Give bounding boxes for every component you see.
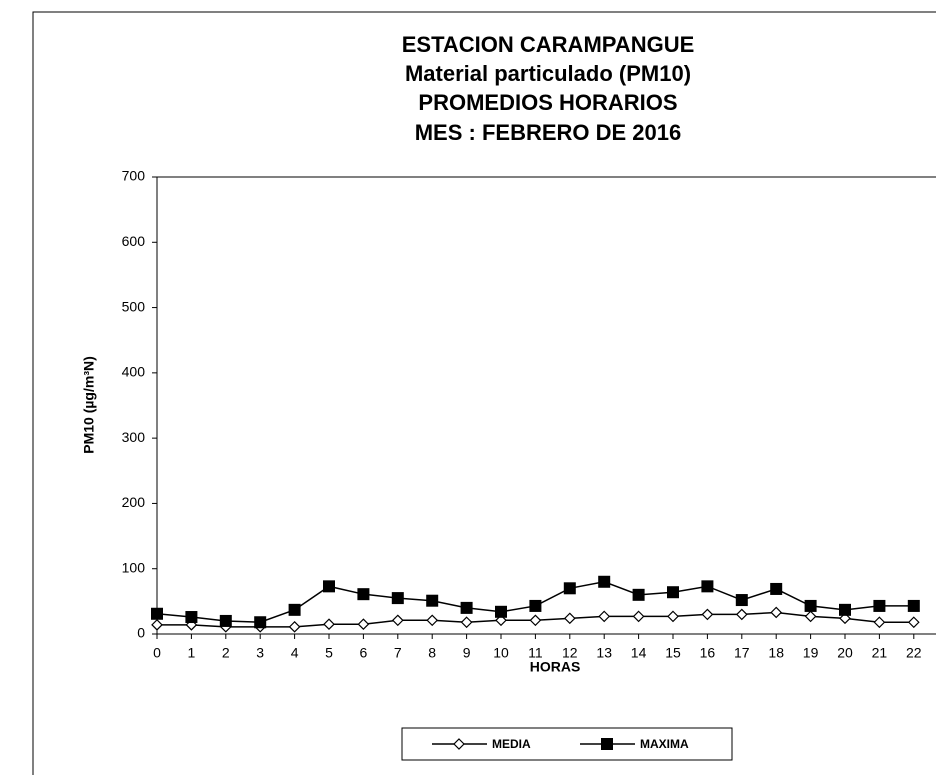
marker: [873, 599, 886, 612]
marker: [529, 599, 542, 612]
marker: [426, 614, 439, 627]
marker: [601, 738, 613, 750]
chart-title: PROMEDIOS HORARIOS: [418, 90, 677, 115]
marker: [185, 611, 198, 624]
marker: [323, 618, 335, 631]
x-tick-label: 0: [153, 645, 161, 661]
marker: [804, 599, 817, 612]
marker: [598, 575, 611, 588]
x-tick-label: 22: [906, 645, 922, 661]
marker: [632, 588, 645, 601]
y-tick-label: 600: [122, 233, 146, 249]
y-axis-label: PM10 (µg/m³N): [81, 356, 97, 454]
marker: [254, 616, 267, 629]
marker: [804, 610, 817, 623]
y-tick-label: 200: [122, 494, 146, 510]
x-tick-label: 10: [493, 645, 509, 661]
chart-title: MES : FEBRERO DE 2016: [415, 120, 682, 145]
marker: [598, 610, 611, 623]
y-tick-label: 700: [122, 168, 146, 184]
chart-frame: [32, 11, 936, 775]
marker: [839, 612, 851, 625]
marker: [357, 588, 370, 601]
marker: [632, 610, 645, 623]
y-tick-label: 500: [122, 298, 146, 314]
x-tick-label: 13: [596, 645, 612, 661]
marker: [873, 616, 886, 629]
legend-label: MEDIA: [492, 737, 531, 751]
marker: [667, 610, 679, 623]
x-tick-label: 12: [562, 645, 578, 661]
x-tick-label: 17: [734, 645, 750, 661]
marker: [735, 594, 748, 607]
marker: [151, 619, 163, 631]
marker: [529, 614, 542, 627]
x-tick-label: 15: [665, 645, 681, 661]
marker: [563, 612, 576, 625]
marker: [288, 620, 301, 633]
marker: [323, 580, 335, 593]
marker: [453, 738, 465, 750]
x-tick-label: 18: [768, 645, 784, 661]
marker: [770, 606, 783, 619]
x-tick-label: 8: [428, 645, 436, 661]
x-tick-label: 14: [631, 645, 647, 661]
x-tick-label: 5: [325, 645, 333, 661]
marker: [426, 594, 439, 607]
marker: [391, 592, 404, 605]
x-tick-label: 7: [394, 645, 402, 661]
marker: [907, 616, 920, 629]
marker: [151, 607, 163, 620]
marker: [770, 582, 783, 595]
x-tick-label: 21: [872, 645, 888, 661]
marker: [460, 616, 473, 629]
chart-title: Material particulado (PM10): [405, 61, 691, 86]
marker: [667, 586, 679, 599]
x-tick-label: 4: [291, 645, 299, 661]
y-tick-label: 300: [122, 429, 146, 445]
marker: [391, 614, 404, 627]
y-tick-label: 400: [122, 364, 146, 380]
marker: [701, 580, 714, 593]
marker: [495, 605, 507, 618]
marker: [735, 608, 748, 621]
x-tick-label: 11: [528, 645, 543, 661]
x-tick-label: 9: [463, 645, 471, 661]
x-tick-label: 6: [360, 645, 368, 661]
marker: [288, 603, 301, 616]
y-tick-label: 0: [137, 625, 145, 641]
x-tick-label: 20: [837, 645, 853, 661]
x-tick-label: 3: [256, 645, 264, 661]
marker: [907, 599, 920, 612]
x-tick-label: 2: [222, 645, 230, 661]
marker: [219, 614, 232, 627]
chart-title: ESTACION CARAMPANGUE: [402, 32, 695, 57]
y-tick-label: 100: [122, 559, 146, 575]
x-tick-label: 19: [803, 645, 819, 661]
marker: [460, 601, 473, 614]
marker: [357, 618, 370, 631]
marker: [701, 608, 714, 621]
legend-label: MAXIMA: [640, 737, 689, 751]
x-axis-label: HORAS: [530, 659, 581, 675]
marker: [563, 582, 576, 595]
marker: [839, 603, 851, 616]
x-tick-label: 1: [188, 645, 196, 661]
x-tick-label: 16: [700, 645, 716, 661]
